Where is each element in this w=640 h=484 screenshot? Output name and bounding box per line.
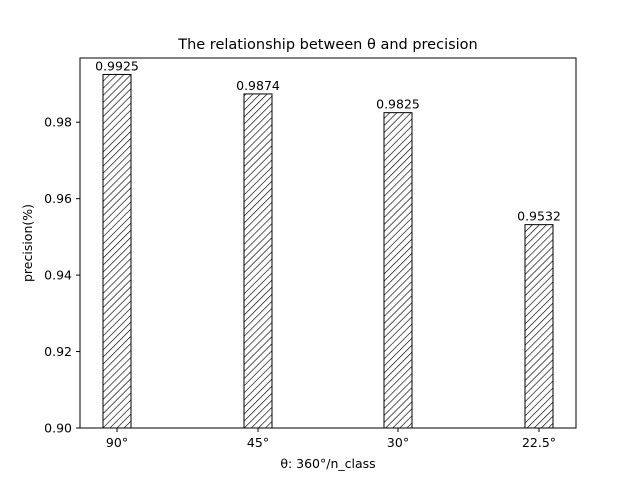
x-axis-label: θ: 360°/n_class [280,456,375,471]
x-tick-label-1: 45° [247,435,269,450]
bars-layer: 0.9925 0.9874 0.9825 0.9532 [95,58,561,429]
chart-title: The relationship between θ and precision [177,37,478,53]
bar-1 [243,93,273,429]
data-label-1: 0.9874 [236,78,280,93]
data-label-2: 0.9825 [376,97,420,112]
plot-frame [79,57,577,429]
axes-layer: 90° 45° 30° 22.5° 0.90 0.92 0.94 0.96 0.98 [44,115,556,450]
y-tick-label-1: 0.92 [44,344,72,359]
y-tick-label-2: 0.94 [44,268,72,283]
y-axis-label: precision(%) [20,204,35,282]
data-label-0: 0.9925 [95,58,139,73]
y-tick-label-0: 0.90 [44,421,72,436]
bar-3 [524,224,554,429]
x-tick-label-0: 90° [106,435,128,450]
y-tick-label-3: 0.96 [44,191,72,206]
bar-2 [383,112,413,429]
x-tick-label-3: 22.5° [522,435,556,450]
x-tick-label-2: 30° [387,435,409,450]
bar-0 [102,73,132,429]
data-label-3: 0.9532 [517,209,561,224]
y-tick-label-4: 0.98 [44,115,72,130]
